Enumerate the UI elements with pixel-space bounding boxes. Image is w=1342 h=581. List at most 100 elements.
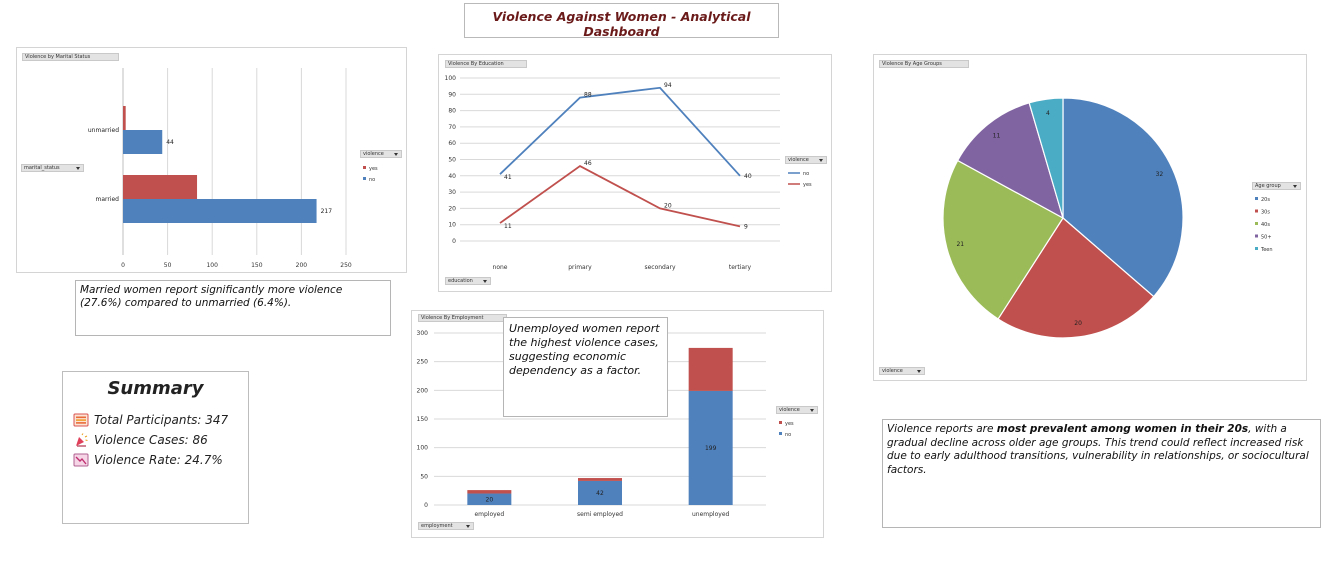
y-tick-label: 200 — [417, 387, 429, 394]
employment-note-text: Unemployed women report the highest viol… — [509, 322, 660, 377]
summary-card: Summary Total Participants: 347 Violence… — [62, 371, 249, 524]
employment-field-tag-label: employment — [421, 523, 453, 529]
summary-title: Summary — [107, 378, 204, 399]
age-field-tag[interactable]: violence — [879, 367, 925, 375]
data-label-yes: 9 — [744, 223, 748, 230]
data-label-no: 94 — [664, 82, 672, 89]
employment-chart-tag[interactable]: Violence By Employment — [418, 314, 507, 322]
education-legend-tag-label: violence — [788, 157, 809, 163]
x-tick-label: employed — [474, 511, 504, 518]
bar-no-employed — [467, 493, 512, 505]
legend-label-Teen: Teen — [1260, 247, 1273, 253]
summary-cases: Violence Cases: 86 — [94, 433, 208, 447]
bar-no-semi-employed — [578, 480, 622, 505]
data-label-no: 42 — [596, 490, 604, 497]
x-tick-label: 0 — [121, 262, 125, 269]
x-tick-label: 250 — [340, 262, 352, 269]
marital-legend-tag-label: violence — [363, 151, 384, 157]
age-chart-tag[interactable]: Violence By Age Groups — [879, 60, 969, 68]
marital-chart: 0 50 100 150 200 250 217 married 44 unmarried yes n… — [88, 68, 378, 269]
legend-label-yes: yes — [369, 166, 378, 172]
chevron-down-icon — [394, 153, 398, 156]
legend-swatch-yes — [363, 166, 366, 169]
employment-legend-tag[interactable]: violence — [776, 406, 818, 414]
chevron-down-icon — [819, 159, 823, 162]
data-label-no-unmarried: 44 — [166, 139, 174, 146]
data-label-no: 41 — [504, 174, 512, 181]
summary-cases-row: Violence Cases: 86 — [73, 433, 248, 447]
marital-note: Married women report significantly more … — [75, 280, 391, 336]
legend-label-20s: 20s — [1261, 197, 1270, 203]
employment-chart-tag-label: Violence By Employment — [421, 315, 484, 321]
y-tick-label: 40 — [448, 173, 456, 180]
age-legend-tag[interactable]: Age group — [1252, 182, 1301, 190]
y-tick-label: 70 — [448, 124, 456, 131]
category-label-unmarried: unmarried — [88, 127, 119, 134]
data-label-no: 88 — [584, 92, 592, 99]
x-tick-label: tertiary — [729, 264, 752, 271]
x-tick-label: 100 — [206, 262, 218, 269]
x-tick-label: 50 — [164, 262, 172, 269]
age-note-post: , with a gradual decline across older ag… — [887, 423, 1309, 476]
x-tick-label: 200 — [296, 262, 308, 269]
employment-field-tag[interactable]: employment — [418, 522, 474, 530]
age-note-pre: Violence reports are — [887, 423, 997, 435]
marital-legend-tag[interactable]: violence — [360, 150, 402, 158]
marital-field-tag[interactable]: marital_status — [21, 164, 84, 172]
marital-chart-tag[interactable]: Violence by Marital Status — [22, 53, 119, 61]
legend-label-no: no — [803, 171, 809, 177]
age-chart-panel: 32 20 21 11 4 20s 30s 40s 50+ Teen Violence By Ag… — [873, 54, 1307, 381]
legend-swatch-no — [779, 432, 782, 435]
age-field-tag-label: violence — [882, 368, 903, 374]
chevron-down-icon — [466, 525, 470, 528]
chevron-down-icon — [76, 167, 80, 170]
x-tick-label: 150 — [251, 262, 263, 269]
legend-swatch-Teen — [1255, 247, 1258, 250]
y-tick-label: 20 — [448, 205, 456, 212]
y-tick-label: 60 — [448, 140, 456, 147]
y-tick-label: 0 — [424, 502, 428, 509]
pie-slice-40s — [942, 159, 1064, 320]
education-chart-tag[interactable]: Violence By Education — [445, 60, 527, 68]
x-tick-label: secondary — [644, 264, 676, 271]
legend-label-yes: yes — [803, 182, 812, 188]
education-legend-tag[interactable]: violence — [785, 156, 827, 164]
bar-yes-semi-employed — [578, 478, 622, 481]
pie-label-50+: 11 — [993, 132, 1001, 139]
education-field-tag[interactable]: education — [445, 277, 491, 285]
age-legend-tag-label: Age group — [1255, 183, 1281, 189]
legend-label-50+: 50+ — [1261, 235, 1272, 241]
y-tick-label: 100 — [417, 445, 429, 452]
legend-label-yes: yes — [785, 421, 794, 427]
y-tick-label: 50 — [448, 157, 456, 164]
x-tick-label: unemployed — [692, 511, 730, 518]
bar-yes-unemployed — [688, 347, 733, 391]
alert-siren-icon — [76, 433, 88, 447]
data-label-yes: 20 — [664, 202, 672, 209]
legend-swatch-40s — [1255, 222, 1258, 225]
legend-label-30s: 30s — [1261, 210, 1270, 216]
pie-slice-Teen — [1028, 97, 1064, 219]
y-tick-label: 90 — [448, 91, 456, 98]
data-label-yes: 11 — [504, 223, 512, 230]
employment-chart: 0 50 100 150 200 250 300 20 employed 42 semi emplo… — [417, 330, 794, 518]
summary-participants-row: Total Participants: 347 — [73, 413, 248, 427]
data-label-no: 20 — [486, 496, 494, 503]
legend-swatch-yes — [779, 421, 782, 424]
pie-slice-20s — [1062, 97, 1184, 298]
participants-list-icon — [73, 413, 89, 427]
bar-no-unmarried — [123, 130, 163, 154]
age-chart-tag-label: Violence By Age Groups — [882, 61, 942, 67]
legend-swatch-30s — [1255, 209, 1258, 213]
chevron-down-icon — [1293, 185, 1297, 188]
age-note-bold: most prevalent among women in their 20s — [996, 423, 1249, 435]
legend-label-40s: 40s — [1261, 222, 1270, 228]
y-tick-label: 250 — [417, 359, 429, 366]
marital-note-text: Married women report significantly more … — [80, 284, 343, 309]
summary-participants: Total Participants: 347 — [94, 413, 229, 427]
marital-chart-panel: 0 50 100 150 200 250 217 married 44 unmarried yes n… — [16, 47, 407, 273]
dashboard-title: Violence Against Women - Analytical Dash… — [464, 3, 779, 39]
education-chart: 0 10 20 30 40 50 60 70 80 90 100 none primary seconda… — [445, 75, 812, 271]
education-chart-panel: 0 10 20 30 40 50 60 70 80 90 100 none primary seconda… — [438, 54, 832, 292]
pie-slice-50+ — [956, 102, 1064, 220]
